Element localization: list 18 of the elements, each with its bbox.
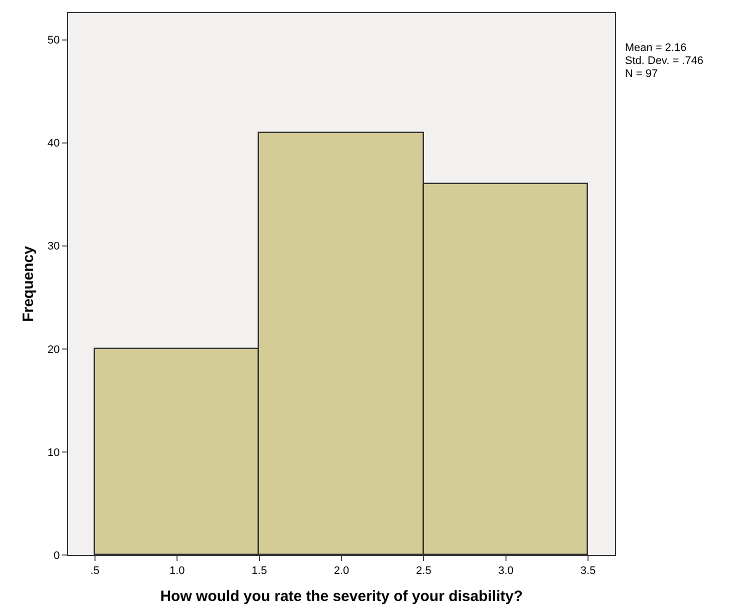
x-tick-label: 2.5 [416, 565, 432, 578]
x-axis-title: How would you rate the severity of your disability? [160, 588, 523, 606]
text: Mean = 2.16 [625, 42, 686, 54]
text: N = 97 [625, 68, 658, 80]
x-tick-label: 3.0 [498, 565, 514, 578]
y-tick-label: 20 [48, 344, 60, 356]
x-tick-label: .5 [90, 565, 100, 578]
x-tick-label: 2.0 [334, 565, 350, 578]
y-axis-title: Frequency [20, 245, 37, 322]
y-tick-label: 40 [48, 138, 60, 150]
y-tick-label: 50 [48, 34, 60, 47]
y-tick-label: 0 [54, 550, 60, 562]
y-tick-label: 10 [48, 446, 60, 459]
x-tick-label: 3.5 [580, 565, 596, 578]
text: Std. Dev. = .746 [625, 55, 704, 67]
y-tick-label: 30 [48, 240, 60, 253]
x-tick-label: 1.5 [252, 565, 267, 578]
x-tick-label: 1.0 [169, 565, 185, 578]
